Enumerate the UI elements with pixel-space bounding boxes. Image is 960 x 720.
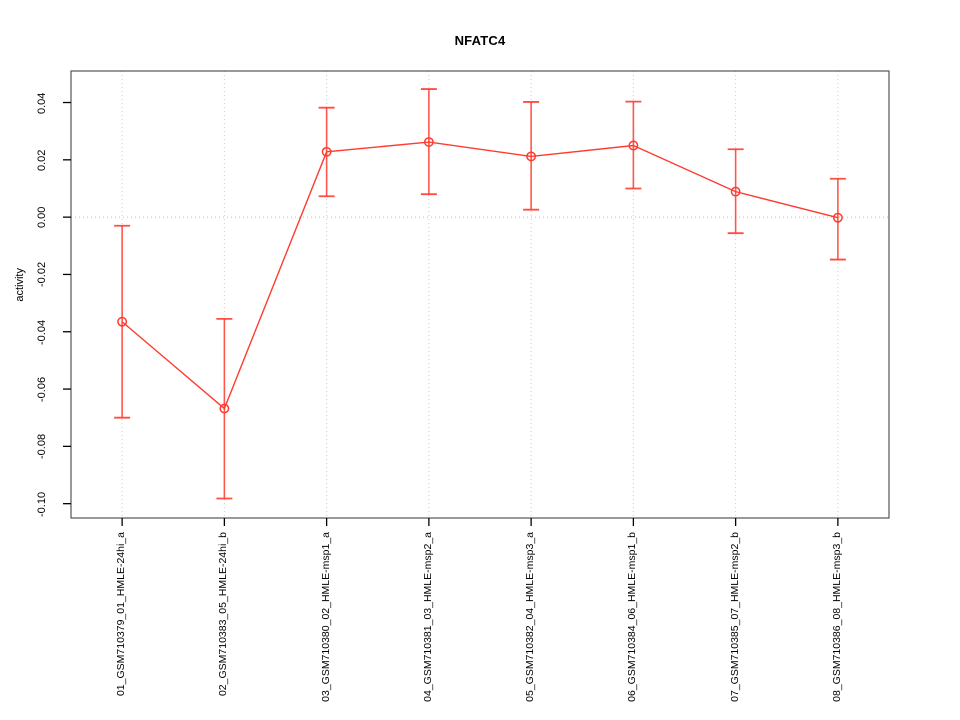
gridlines	[121, 71, 839, 518]
x-tick-label: 06_GSM710384_06_HMLE-msp1_b	[626, 532, 639, 702]
y-tick-label: 0.02	[36, 149, 48, 171]
y-tick-label: -0.08	[36, 433, 48, 459]
x-tick-label: 02_GSM710383_05_HMLE-24hi_b	[217, 532, 230, 697]
y-tick-label: -0.10	[36, 491, 48, 517]
x-tick-label: 04_GSM710381_03_HMLE-msp2_a	[421, 532, 434, 702]
y-tick-label: -0.06	[36, 376, 48, 402]
x-tick-label: 08_GSM710386_08_HMLE-msp3_b	[830, 532, 843, 702]
y-tick-label: 0.00	[36, 206, 48, 228]
x-tick-label: 01_GSM710379_01_HMLE-24hi_a	[115, 532, 128, 697]
error-bars	[114, 88, 846, 500]
y-tick-label: -0.02	[36, 261, 48, 287]
y-tick-label: -0.04	[36, 319, 48, 345]
data-points	[117, 137, 843, 414]
x-tick-label: 07_GSM710385_07_HMLE-msp2_b	[728, 532, 741, 702]
x-tick-label: 03_GSM710380_02_HMLE-msp1_a	[319, 532, 332, 702]
plot-frame	[70, 70, 890, 519]
y-tick-label: 0.04	[36, 91, 48, 114]
chart-title: NFATC4	[454, 33, 506, 48]
x-axis-ticks	[121, 518, 839, 526]
y-axis-ticks	[63, 101, 71, 505]
x-tick-label: 05_GSM710382_04_HMLE-msp3_a	[524, 532, 537, 702]
series-line	[121, 141, 839, 410]
